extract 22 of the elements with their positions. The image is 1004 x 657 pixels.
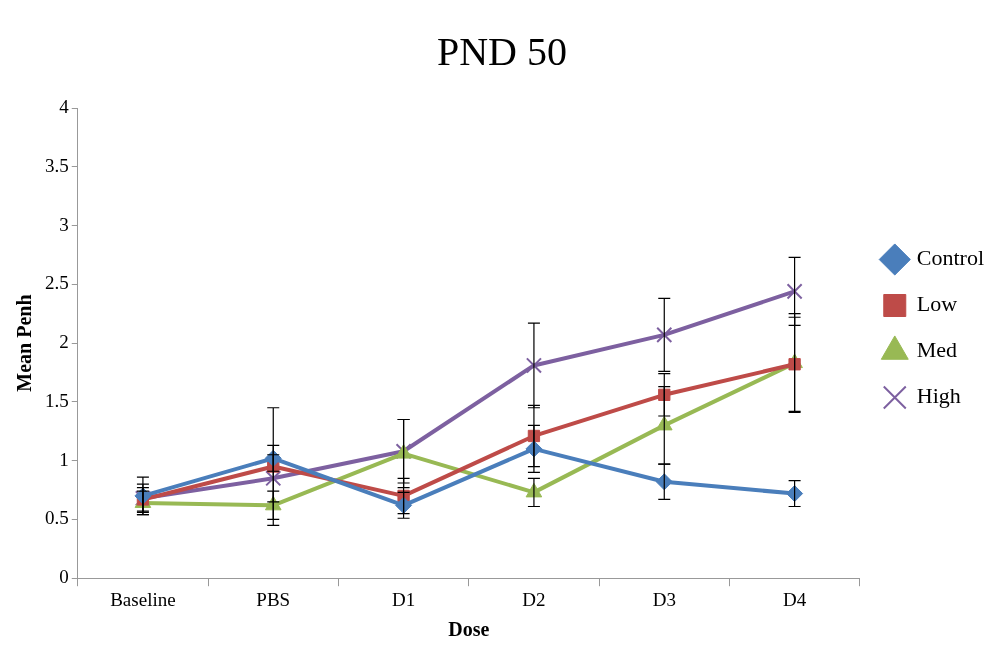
legend-label: Control [916,245,985,271]
legend-label: Low [916,291,958,317]
x-tick-label: Baseline [110,588,176,610]
y-tick-label: 2 [59,331,69,353]
legend-label: Med [916,337,958,363]
y-tick-label: 1.5 [45,389,69,411]
x-tick-label: D4 [782,588,807,610]
y-tick-label: 3.5 [45,154,69,176]
y-tick-label: 2.5 [45,272,69,294]
x-axis-title: Dose [448,618,490,641]
y-tick-label: 1 [59,448,69,470]
y-tick-label: 3 [59,213,69,235]
y-tick-label: 4 [59,95,70,117]
y-tick-label: 0 [59,566,69,588]
y-tick-label: 0.5 [45,507,69,529]
x-tick-label: PBS [256,588,291,610]
legend-label: High [916,383,961,409]
x-tick-label: D2 [522,588,546,610]
y-axis-title: Mean Penh [13,294,36,392]
chart-title: PND 50 [436,28,568,74]
x-tick-label: D1 [391,588,416,610]
x-tick-label: D3 [652,588,676,610]
